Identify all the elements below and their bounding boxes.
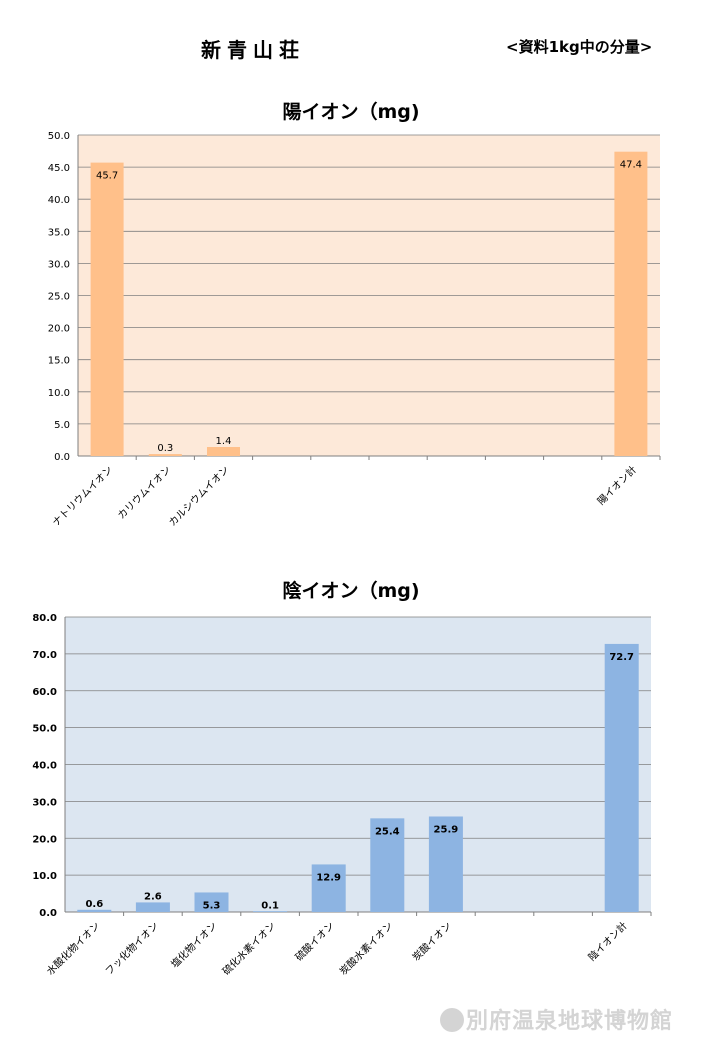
cation-chart: 0.0 5.0 10.0 15.0 20.0 25.0 30.0 35.0 40.0 45.0 50… xyxy=(48,131,661,529)
anion-x-tick-label: 硫酸イオン xyxy=(292,919,337,964)
cation-data-label: 47.4 xyxy=(620,160,642,171)
anion-y-tick-label: 0.0 xyxy=(39,908,57,919)
cation-bar xyxy=(90,162,124,456)
anion-data-label: 72.7 xyxy=(609,652,634,663)
anion-bar xyxy=(428,816,463,912)
cation-y-tick-label: 45.0 xyxy=(48,163,70,174)
anion-bar xyxy=(194,892,229,912)
cation-y-tick-label: 30.0 xyxy=(48,259,70,270)
units-note: <資料1kg中の分量> xyxy=(506,38,653,56)
anion-bar xyxy=(311,864,346,912)
cation-y-tick-label: 15.0 xyxy=(48,356,70,367)
anion-y-tick-label: 20.0 xyxy=(32,834,57,845)
cation-y-tick-label: 5.0 xyxy=(54,420,70,431)
anion-x-tick-label: 塩化物イオン xyxy=(168,919,220,971)
anion-data-label: 2.6 xyxy=(144,891,162,902)
cation-data-label: 0.3 xyxy=(157,443,173,454)
cation-x-tick-label: 陽イオン計 xyxy=(594,463,639,508)
cation-x-tick-label: カルシウムイオン xyxy=(167,464,232,529)
anion-data-label: 0.1 xyxy=(261,901,279,912)
cation-chart-title: 陽イオン（mg) xyxy=(282,101,420,123)
anion-y-tick-label: 70.0 xyxy=(32,650,57,661)
anion-data-label: 25.4 xyxy=(375,826,400,837)
cation-y-tick-label: 0.0 xyxy=(54,452,70,463)
anion-x-tick-label: 炭酸イオン xyxy=(409,919,454,964)
anion-x-tick-label: 陰イオン計 xyxy=(585,919,630,964)
anion-bar xyxy=(604,643,639,912)
cation-data-label: 1.4 xyxy=(216,436,232,447)
cation-y-tick-label: 35.0 xyxy=(48,227,70,238)
anion-x-tick-label: 硫化水素イオン xyxy=(220,919,279,978)
anion-data-label: 0.6 xyxy=(85,899,103,910)
anion-bar xyxy=(370,818,405,912)
anion-y-tick-label: 40.0 xyxy=(32,761,57,772)
cation-bar xyxy=(207,447,240,456)
anion-data-label: 25.9 xyxy=(434,824,459,835)
cation-y-tick-label: 10.0 xyxy=(48,388,70,399)
cation-data-label: 45.7 xyxy=(96,171,118,182)
cation-y-tick-label: 40.0 xyxy=(48,195,70,206)
anion-data-label: 5.3 xyxy=(203,900,221,911)
anion-chart-title: 陰イオン（mg) xyxy=(282,580,420,602)
anion-bar xyxy=(135,902,170,912)
page-title: 新青山荘 xyxy=(201,38,305,62)
cation-bar xyxy=(148,454,182,456)
anion-y-tick-label: 50.0 xyxy=(32,724,57,735)
anion-chart: 0.0 10.0 20.0 30.0 40.0 50.0 60.0 70.0 80.0 0.6 水酸… xyxy=(32,613,652,978)
watermark-text: 別府温泉地球博物館 xyxy=(466,1009,674,1034)
anion-y-tick-label: 10.0 xyxy=(32,871,57,882)
museum-logo-icon xyxy=(440,1008,464,1032)
anion-bar xyxy=(77,909,112,912)
anion-data-label: 12.9 xyxy=(316,872,341,883)
cation-x-tick-label: ナトリウムイオン xyxy=(50,464,115,529)
anion-x-tick-label: 炭酸水素イオン xyxy=(337,919,396,978)
cation-y-tick-label: 50.0 xyxy=(48,131,70,142)
anion-y-tick-label: 60.0 xyxy=(32,687,57,698)
cation-y-tick-label: 25.0 xyxy=(48,292,70,303)
anion-y-tick-label: 80.0 xyxy=(32,613,57,624)
anion-x-tick-label: フッ化物イオン xyxy=(102,919,161,978)
anion-x-tick-label: 水酸化物イオン xyxy=(44,919,103,978)
cation-bar xyxy=(614,151,648,456)
anion-y-tick-label: 30.0 xyxy=(32,797,57,808)
anion-bar xyxy=(253,911,288,912)
cation-x-tick-label: カリウムイオン xyxy=(115,464,173,522)
cation-y-tick-label: 20.0 xyxy=(48,324,70,335)
museum-watermark: 別府温泉地球博物館 xyxy=(440,1003,720,1035)
